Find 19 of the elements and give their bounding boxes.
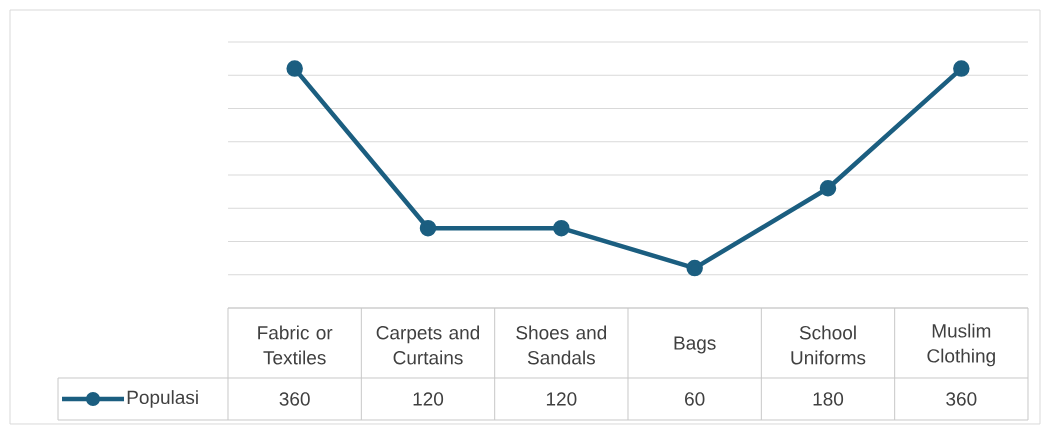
x-tick-label: Bags xyxy=(674,336,716,354)
x-tick-label: Fabric or Textiles xyxy=(258,325,333,365)
point xyxy=(686,259,703,277)
x-tick-label: Muslim Clothing xyxy=(927,323,995,367)
data-label: 360 xyxy=(279,392,310,406)
data-label: 60 xyxy=(685,392,705,406)
point xyxy=(819,180,837,197)
x-tick-label: Shoes and Sandals xyxy=(516,325,607,365)
data-label: 120 xyxy=(546,392,577,406)
point xyxy=(286,60,303,77)
data-label: 120 xyxy=(413,392,444,406)
data-label: 360 xyxy=(946,392,977,406)
point xyxy=(953,60,970,77)
x-tick-label: Carpets and Curtains xyxy=(376,325,480,365)
point xyxy=(553,219,570,237)
x-tick-label: School Uniforms xyxy=(791,325,866,365)
legend-label: Populasi xyxy=(127,390,198,408)
data-label: 180 xyxy=(813,392,844,406)
point xyxy=(419,219,437,237)
